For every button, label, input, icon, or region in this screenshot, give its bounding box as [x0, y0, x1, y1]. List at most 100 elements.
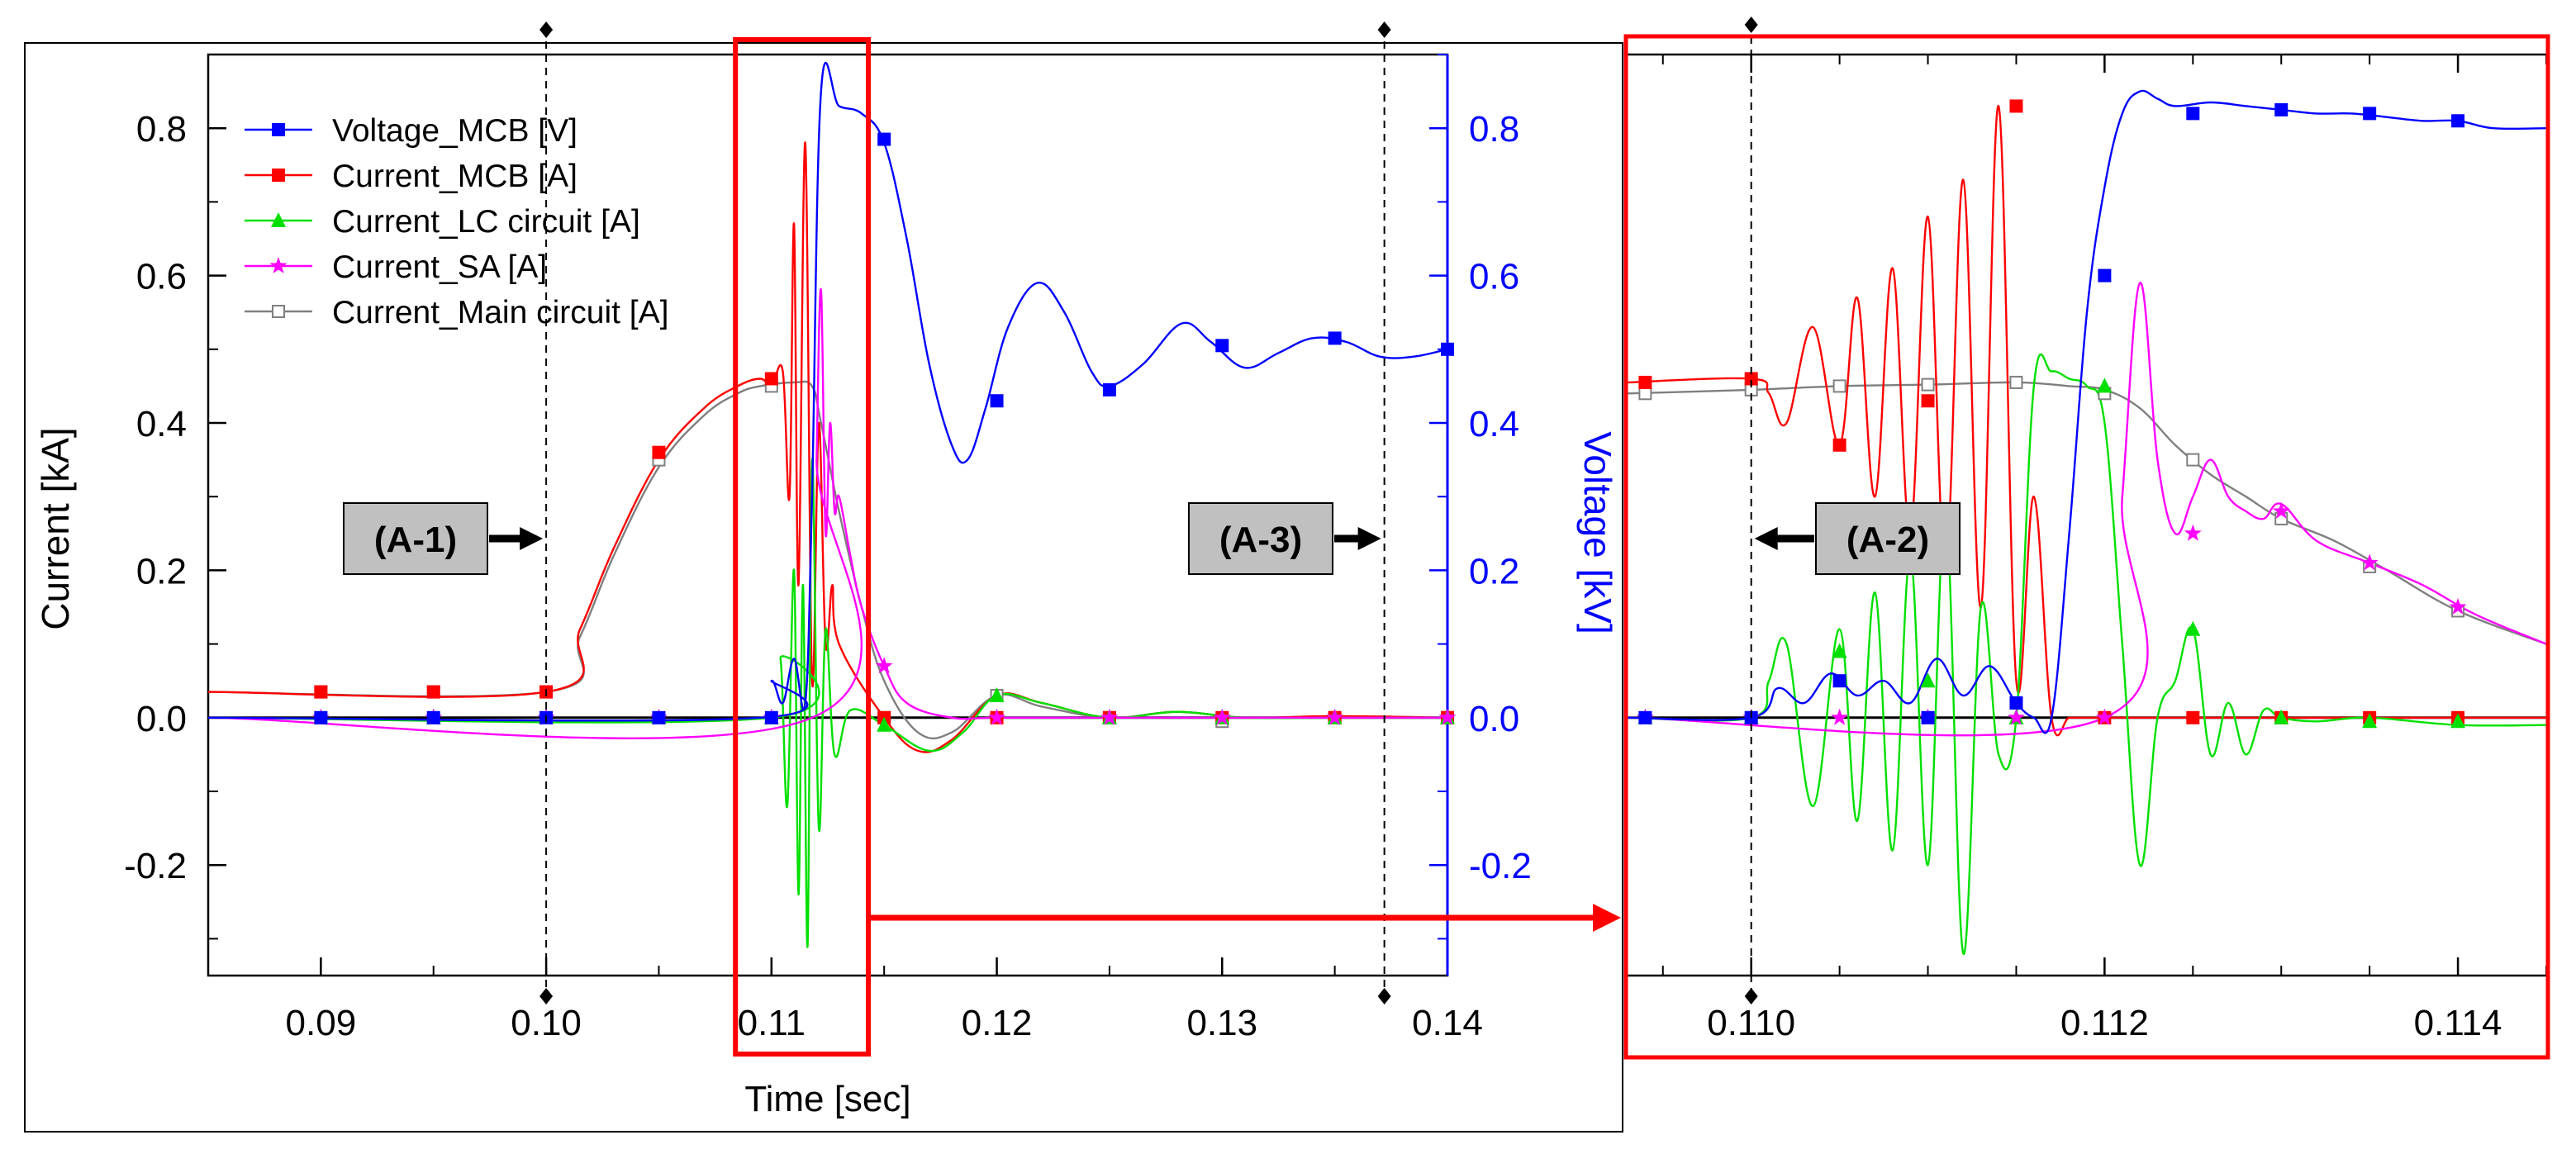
- inset-marker-voltage-mcb-v: [2098, 268, 2112, 283]
- inset-marker-voltage-mcb-v: [1638, 710, 1652, 724]
- inset-marker-voltage-mcb-v: [2186, 107, 2200, 121]
- inset-marker-current-sa-a: [2095, 708, 2113, 725]
- annotation-a3-label: (A-3): [1219, 520, 1302, 560]
- x-tick-label-4: 0.13: [1186, 1003, 1257, 1043]
- inset-marker-current-lc-circuit-a: [2450, 713, 2466, 729]
- inset-marker-current-sa-a: [2272, 502, 2290, 519]
- marker-current-lc-circuit-a: [877, 716, 892, 732]
- inset-marker-voltage-mcb-v: [2363, 107, 2377, 121]
- inset-marker-current-sa-a: [1831, 708, 1849, 725]
- annotation-a1-arrow-head: [520, 527, 544, 550]
- inset-series-line-current-lc-circuit-a: [1628, 353, 2546, 955]
- marker-current-sa-a: [988, 708, 1005, 725]
- marker-current-mcb-a: [764, 372, 778, 386]
- inset-marker-voltage-mcb-v: [1921, 710, 1935, 724]
- y-tick-label-1: 0.0: [136, 699, 187, 739]
- marker-voltage-mcb-v: [1328, 331, 1342, 345]
- annotation-a2-label: (A-2): [1846, 520, 1929, 560]
- inset-series-line-voltage-mcb-v: [1628, 89, 2546, 734]
- diamond-bottom-0: [539, 988, 554, 1004]
- inset-marker-current-main-circuit-a: [2186, 453, 2200, 467]
- x-tick-label-5: 0.14: [1412, 1003, 1483, 1043]
- inset-x-tick-label-2: 0.114: [2414, 1003, 2502, 1043]
- marker-current-lc-circuit-a: [989, 687, 1005, 703]
- x-axis-label: Time [sec]: [744, 1079, 910, 1119]
- main-chart-panel: 0.09 0.10 0.11 0.12 0.13 0.14 -0.2 0.0 0.2 0.4 0.6…: [24, 21, 1623, 1133]
- inset-series-line-current-main-circuit-a: [1628, 381, 2546, 645]
- inset-marker-current-lc-circuit-a: [1832, 643, 1847, 658]
- legend-label-current-main-circuit-a: Current_Main circuit [A]: [332, 295, 668, 330]
- main-axes: 0.09 0.10 0.11 0.12 0.13 0.14 -0.2 0.0 0.2 0.4 0.6…: [124, 54, 1532, 1043]
- inset-marker-current-lc-circuit-a: [1920, 672, 1936, 688]
- y2-tick-label-3: 0.4: [1469, 404, 1519, 444]
- marker-voltage-mcb-v: [314, 710, 328, 724]
- marker-voltage-mcb-v: [1441, 342, 1454, 356]
- main-series-group: [207, 61, 1457, 948]
- y2-tick-label-4: 0.6: [1469, 257, 1519, 297]
- annotation-a2-box: [1815, 502, 1961, 575]
- inset-x-tick-label-1: 0.112: [2060, 1003, 2149, 1043]
- inset-marker-current-mcb-a: [1744, 372, 1758, 386]
- y-tick-label-2: 0.2: [136, 551, 187, 591]
- inset-marker-current-sa-a: [2360, 553, 2379, 571]
- annotation-a1-box: [343, 502, 488, 575]
- diamond-top-0: [539, 21, 554, 38]
- y-tick-label-4: 0.6: [136, 257, 187, 297]
- diamond-top-1: [1377, 21, 1391, 38]
- inset-marker-voltage-mcb-v: [1832, 674, 1846, 688]
- inset-marker-current-lc-circuit-a: [2274, 709, 2289, 724]
- inset-marker-current-main-circuit-a: [1832, 379, 1846, 393]
- y2-tick-label-0: -0.2: [1469, 846, 1532, 886]
- inset-series-line-current-sa-a: [1628, 282, 2546, 737]
- inset-marker-current-sa-a: [2449, 598, 2467, 615]
- inset-marker-voltage-mcb-v: [2009, 696, 2023, 710]
- marker-current-sa-a: [1326, 708, 1344, 725]
- inset-marker-current-lc-circuit-a: [2097, 378, 2113, 393]
- inset-marker-current-mcb-a: [1638, 375, 1652, 389]
- diamond-bottom-1: [1377, 988, 1391, 1004]
- inset-x-tick-label-0: 0.110: [1707, 1003, 1795, 1043]
- legend-marker-current-lc-circuit-a: [271, 212, 286, 227]
- inset-marker-current-lc-circuit-a: [2185, 620, 2201, 636]
- marker-current-sa-a: [1100, 708, 1119, 725]
- y-tick-label-3: 0.4: [136, 404, 187, 444]
- marker-current-sa-a: [1438, 708, 1457, 725]
- legend-label-current-sa-a: Current_SA [A]: [332, 249, 547, 285]
- legend-marker-current-mcb-a: [272, 169, 285, 182]
- legend: Voltage_MCB [V] Current_MCB [A] Current_LC…: [245, 113, 668, 330]
- y2-tick-label-2: 0.2: [1469, 551, 1519, 591]
- annotation-a3-arrow-head: [1357, 527, 1381, 550]
- main-annotations: (A-1) (A-3): [343, 21, 1391, 1004]
- legend-label-current-mcb-a: Current_MCB [A]: [332, 159, 577, 194]
- marker-voltage-mcb-v: [990, 394, 1004, 408]
- inset-series-line-current-mcb-a: [1628, 105, 2546, 737]
- inset-marker-current-mcb-a: [1832, 438, 1846, 452]
- inset-diamond-bottom: [1744, 988, 1758, 1004]
- inset-marker-current-mcb-a: [2009, 99, 2023, 113]
- annotation-a3-box: [1188, 502, 1333, 575]
- y-tick-label-5: 0.8: [136, 109, 187, 150]
- inset-marker-current-main-circuit-a: [1638, 387, 1652, 401]
- marker-current-sa-a: [875, 657, 893, 674]
- marker-current-sa-a: [1213, 708, 1231, 725]
- inset-series-group: [1628, 89, 2546, 955]
- y-axis-label: Current [kA]: [34, 427, 77, 629]
- marker-voltage-mcb-v: [1102, 382, 1116, 397]
- marker-voltage-mcb-v: [1215, 339, 1229, 353]
- legend-label-voltage-mcb-v: Voltage_MCB [V]: [332, 113, 577, 149]
- inset-annotations: (A-2): [1744, 17, 1961, 1004]
- marker-voltage-mcb-v: [877, 132, 891, 146]
- inset-marker-current-main-circuit-a: [1921, 378, 1935, 392]
- legend-label-current-lc-circuit-a: Current_LC circuit [A]: [332, 204, 640, 240]
- inset-marker-current-main-circuit-a: [2009, 375, 2023, 389]
- inset-red-frame: [1623, 34, 2550, 1060]
- zoom-connector-arrowhead: [1593, 904, 1621, 932]
- inset-marker-current-mcb-a: [2186, 710, 2200, 724]
- marker-current-mcb-a: [652, 445, 666, 459]
- marker-voltage-mcb-v: [652, 710, 666, 724]
- main-outer-frame: [24, 42, 1623, 1133]
- series-line-voltage-mcb-v: [207, 61, 1448, 722]
- y2-tick-label-5: 0.8: [1469, 109, 1519, 150]
- marker-current-mcb-a: [314, 685, 328, 699]
